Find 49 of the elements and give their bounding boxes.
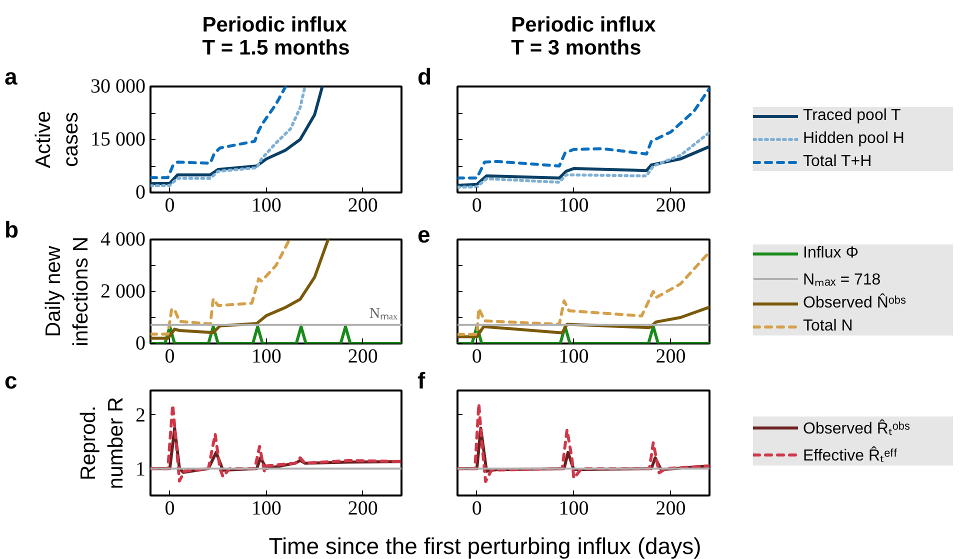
y-tick-label: 1 xyxy=(136,458,146,481)
x-tick-label: 0 xyxy=(164,346,175,368)
legend-label: Hidden pool H xyxy=(803,130,906,148)
legend-label: Total N xyxy=(803,317,854,335)
x-tick-label: 200 xyxy=(348,346,378,368)
ref-line-label: Nₘₐₓ xyxy=(369,306,398,322)
text: d xyxy=(418,64,432,90)
x-tick-label: 100 xyxy=(558,498,589,520)
x-tick-label: 100 xyxy=(251,194,282,216)
legend-label: Effective R̂ₜᵉᶠᶠ xyxy=(803,445,898,466)
x-tick-label: 200 xyxy=(348,498,378,520)
x-tick-label: 0 xyxy=(472,498,482,520)
text: c xyxy=(4,368,18,394)
x-tick-label: 100 xyxy=(558,194,589,216)
x-tick-label: 0 xyxy=(472,346,482,368)
text: f xyxy=(418,368,426,394)
x-tick-label: 100 xyxy=(558,346,589,368)
legend-label: Observed N̂ᵒᵇˢ xyxy=(803,294,907,312)
y-tick-label: 15 000 xyxy=(90,128,146,150)
legend-label: Observed R̂ₜᵒᵇˢ xyxy=(803,418,911,438)
x-tick-label: 100 xyxy=(251,346,282,368)
y-axis-title: Reprod. number R xyxy=(76,396,128,490)
legend-label: Total T+H xyxy=(803,153,873,171)
line-series xyxy=(150,404,402,482)
legend-label: Influx Φ xyxy=(803,244,860,262)
x-tick-label: 100 xyxy=(251,498,282,520)
text: a xyxy=(4,64,18,90)
x-tick-label: 200 xyxy=(656,498,686,520)
x-tick-label: 200 xyxy=(656,194,686,216)
y-axis-title: Daily new infections N xyxy=(42,236,92,346)
x-tick-label: 0 xyxy=(164,194,175,216)
x-axis-title: Time since the first perturbing influx (days) xyxy=(268,532,702,559)
y-tick-label: 30 000 xyxy=(90,76,146,98)
chart-title: Periodic influx T = 1.5 months xyxy=(202,14,350,60)
chart-title: Periodic influx T = 3 months xyxy=(511,14,656,60)
legend-label: Nₘₐₓ = 718 xyxy=(803,270,882,289)
line-series xyxy=(150,86,288,180)
legend-label: Traced pool T xyxy=(803,107,902,125)
x-tick-label: 0 xyxy=(472,194,482,216)
x-tick-label: 200 xyxy=(656,346,686,368)
text: b xyxy=(4,216,19,242)
text: e xyxy=(418,222,430,248)
x-tick-label: 200 xyxy=(348,194,378,216)
line-series xyxy=(150,240,292,336)
y-axis-title: Active cases xyxy=(32,110,82,168)
y-tick-label: 4 000 xyxy=(100,228,146,250)
y-tick-label: 2 xyxy=(136,404,146,427)
y-tick-label: 2 000 xyxy=(100,280,146,302)
x-tick-label: 0 xyxy=(164,498,175,520)
